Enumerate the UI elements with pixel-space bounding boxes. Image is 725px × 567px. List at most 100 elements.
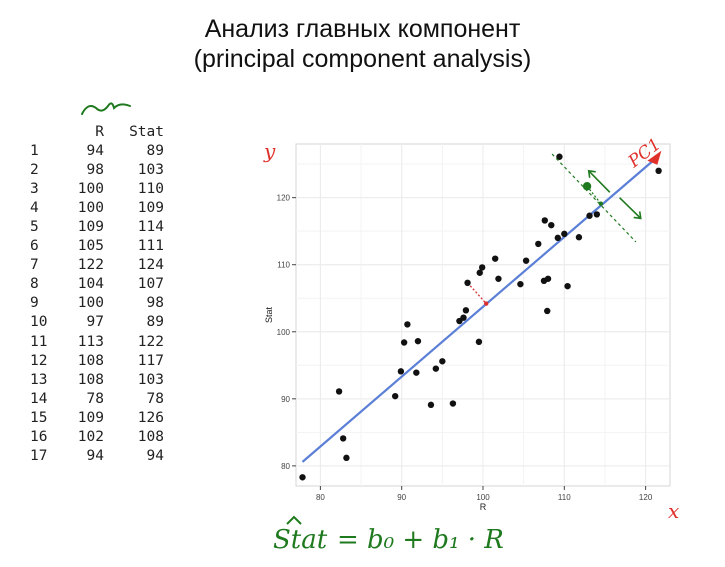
- x-tick-label: 80: [316, 493, 325, 502]
- data-point: [397, 368, 405, 375]
- pc1-arrowhead-icon: [647, 150, 662, 165]
- row-r: 102: [77, 429, 104, 446]
- row-index: 13: [30, 371, 48, 388]
- data-point: [478, 264, 486, 271]
- table-row: 12 108 117: [30, 351, 164, 370]
- row-index: 3: [30, 180, 39, 197]
- arrow-down-icon: [619, 197, 642, 220]
- table-row: 3 100 110: [30, 179, 164, 198]
- row-stat: 107: [137, 276, 164, 293]
- table-row: 15 109 126: [30, 408, 164, 427]
- title-line-1: Анализ главных компонент: [204, 15, 521, 43]
- row-r: 122: [77, 257, 104, 274]
- row-r: 109: [77, 219, 104, 236]
- row-index: 6: [30, 238, 39, 255]
- table-row: 7 122 124: [30, 256, 164, 275]
- projection-point: [598, 201, 604, 206]
- x-tick-label: 120: [639, 493, 653, 502]
- row-stat: 103: [137, 371, 164, 388]
- y-tick-label: 120: [277, 194, 291, 203]
- row-index: 15: [30, 409, 48, 426]
- formula-lhs: Stat: [273, 525, 328, 555]
- data-point: [541, 217, 548, 224]
- data-point: [400, 339, 408, 346]
- x-tick-label: 110: [558, 493, 571, 502]
- data-point: [335, 388, 343, 395]
- projection-line: [467, 282, 487, 305]
- row-index: 17: [30, 448, 48, 465]
- row-index: 14: [30, 390, 48, 407]
- row-stat: 89: [146, 314, 164, 331]
- data-point: [517, 280, 524, 288]
- pc1-line: [301, 157, 657, 463]
- row-index: 11: [30, 333, 48, 350]
- data-point: [439, 358, 446, 365]
- table-row: 13 108 103: [30, 370, 164, 389]
- arrow-up-icon: [588, 170, 611, 193]
- row-stat: 111: [137, 238, 164, 255]
- data-point: [414, 337, 422, 345]
- row-index: 8: [30, 276, 39, 293]
- row-index: 9: [30, 295, 39, 312]
- y-axis-label: Stat: [264, 306, 274, 323]
- y-tick-label: 110: [277, 261, 290, 270]
- data-point: [655, 167, 662, 175]
- row-index: 1: [30, 142, 39, 159]
- data-point: [495, 275, 502, 282]
- row-r: 113: [77, 333, 104, 350]
- data-point: [554, 234, 561, 242]
- page-title: Анализ главных компонент (principal comp…: [0, 14, 725, 74]
- table-row: 8 104 107: [30, 275, 164, 294]
- data-point: [339, 435, 347, 442]
- y-tick-label: 80: [281, 462, 290, 471]
- row-r: 109: [77, 409, 104, 426]
- table-row: 5 109 114: [30, 217, 164, 236]
- data-point: [544, 307, 551, 315]
- data-point: [593, 211, 601, 218]
- hat-mark: [286, 515, 302, 525]
- table-row: 10 97 89: [30, 313, 164, 332]
- x-tick-label: 100: [476, 493, 490, 502]
- data-point: [575, 234, 583, 241]
- data-point: [561, 230, 568, 238]
- row-r: 94: [86, 448, 104, 465]
- table-row: 17 94 94: [30, 447, 164, 466]
- perpendicular-line: [551, 153, 637, 243]
- row-index: 7: [30, 257, 39, 274]
- table-row: 2 98 103: [30, 160, 164, 179]
- data-point: [432, 365, 440, 372]
- table-header-row: R Stat: [30, 122, 164, 141]
- table-header-index: [30, 122, 60, 141]
- data-point: [343, 454, 350, 462]
- data-point: [427, 401, 435, 409]
- row-r: 105: [77, 238, 104, 255]
- row-stat: 108: [137, 429, 164, 446]
- row-r: 108: [77, 371, 104, 388]
- data-point: [404, 321, 411, 328]
- formula-rhs: = b₀ + b₁ · R: [337, 525, 504, 555]
- data-table: R Stat 1 94 89 2 98 103 3 100 110 4 100 109 5 109 114 6…: [30, 122, 164, 466]
- data-point: [449, 400, 457, 407]
- data-point: [491, 255, 499, 262]
- data-point: [476, 269, 483, 276]
- table-row: 16 102 108: [30, 428, 164, 447]
- row-r: 97: [86, 314, 104, 331]
- handwritten-x-label: x: [668, 499, 679, 520]
- row-stat: 89: [146, 142, 164, 159]
- row-stat: 103: [137, 161, 164, 178]
- title-line-2: (principal component analysis): [193, 45, 532, 73]
- data-point: [391, 392, 399, 400]
- data-point: [544, 275, 552, 282]
- data-point: [475, 338, 483, 346]
- row-stat: 78: [146, 390, 164, 407]
- y-tick-label: 100: [277, 328, 291, 337]
- projection-point: [484, 301, 489, 306]
- row-index: 16: [30, 429, 48, 446]
- row-index: 4: [30, 199, 39, 216]
- data-point: [535, 240, 542, 248]
- data-point: [522, 257, 530, 264]
- data-point: [556, 153, 563, 160]
- arrow-up-head-icon: [587, 169, 596, 178]
- table-row: 6 105 111: [30, 237, 164, 256]
- data-point: [586, 212, 593, 219]
